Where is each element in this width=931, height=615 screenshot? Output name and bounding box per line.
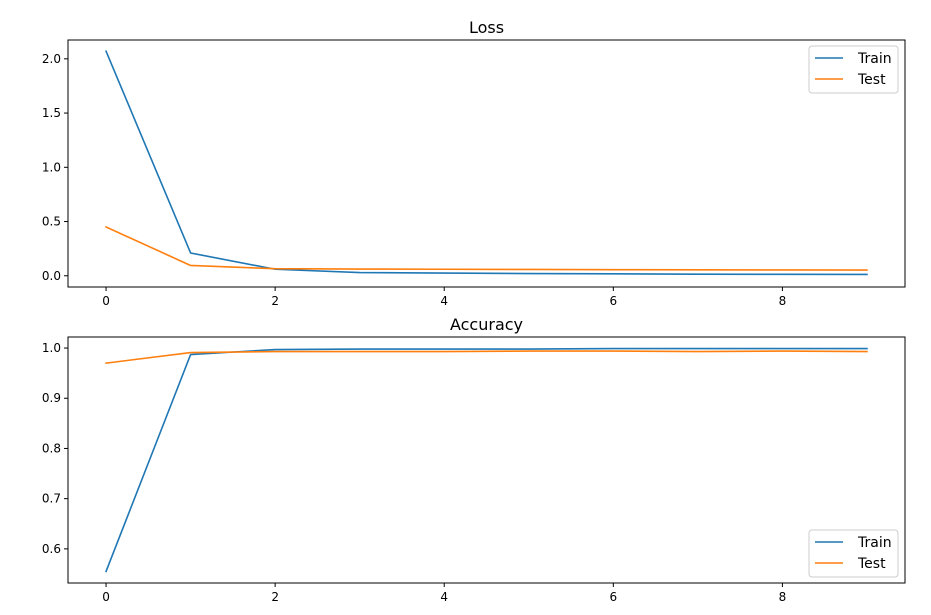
loss-y-tick-label: 2.0 [42, 52, 61, 66]
loss-x-tick-label: 4 [440, 294, 448, 308]
accuracy-legend: Train Test [808, 529, 899, 578]
accuracy-chart: Accuracy 0 2 4 6 8 0.6 0.7 0.8 0.9 1.0 Train Test [42, 315, 906, 604]
loss-title: Loss [469, 18, 504, 37]
accuracy-test-line [105, 350, 868, 365]
accuracy-legend-train-label: Train [857, 535, 892, 551]
loss-y-tick-label: 0.5 [42, 215, 61, 229]
accuracy-x-tick-label: 6 [609, 590, 617, 604]
loss-axes-frame [67, 39, 906, 288]
loss-chart: Loss 0 2 4 6 8 0.0 0.5 1.0 1.5 2.0 Train Test [42, 18, 906, 308]
loss-y-tick-label: 0.0 [42, 269, 61, 283]
accuracy-axes-frame [67, 336, 906, 584]
loss-x-tick-label: 2 [271, 294, 279, 308]
loss-x-tick-label: 0 [102, 294, 110, 308]
accuracy-x-tick-label: 0 [102, 590, 110, 604]
accuracy-y-tick-label: 0.6 [42, 542, 61, 556]
accuracy-train-line [105, 347, 868, 573]
loss-y-tick-label: 1.5 [42, 106, 61, 120]
loss-test-line [104, 225, 868, 271]
loss-legend: Train Test [808, 45, 899, 94]
loss-x-tick-label: 6 [609, 294, 617, 308]
loss-legend-test-label: Test [857, 72, 886, 88]
loss-x-tick-label: 8 [779, 294, 787, 308]
accuracy-y-tick-label: 0.8 [42, 441, 61, 455]
loss-y-tick-label: 1.0 [42, 160, 61, 174]
accuracy-x-tick-label: 8 [779, 590, 787, 604]
accuracy-x-tick-label: 2 [271, 590, 279, 604]
accuracy-y-tick-label: 0.7 [42, 492, 61, 506]
accuracy-title: Accuracy [450, 315, 523, 334]
accuracy-x-tick-label: 4 [440, 590, 448, 604]
accuracy-legend-test-label: Test [857, 556, 886, 572]
accuracy-y-tick-label: 0.9 [42, 391, 61, 405]
loss-train-line [105, 50, 868, 276]
accuracy-y-tick-label: 1.0 [42, 341, 61, 355]
loss-legend-train-label: Train [857, 51, 892, 67]
